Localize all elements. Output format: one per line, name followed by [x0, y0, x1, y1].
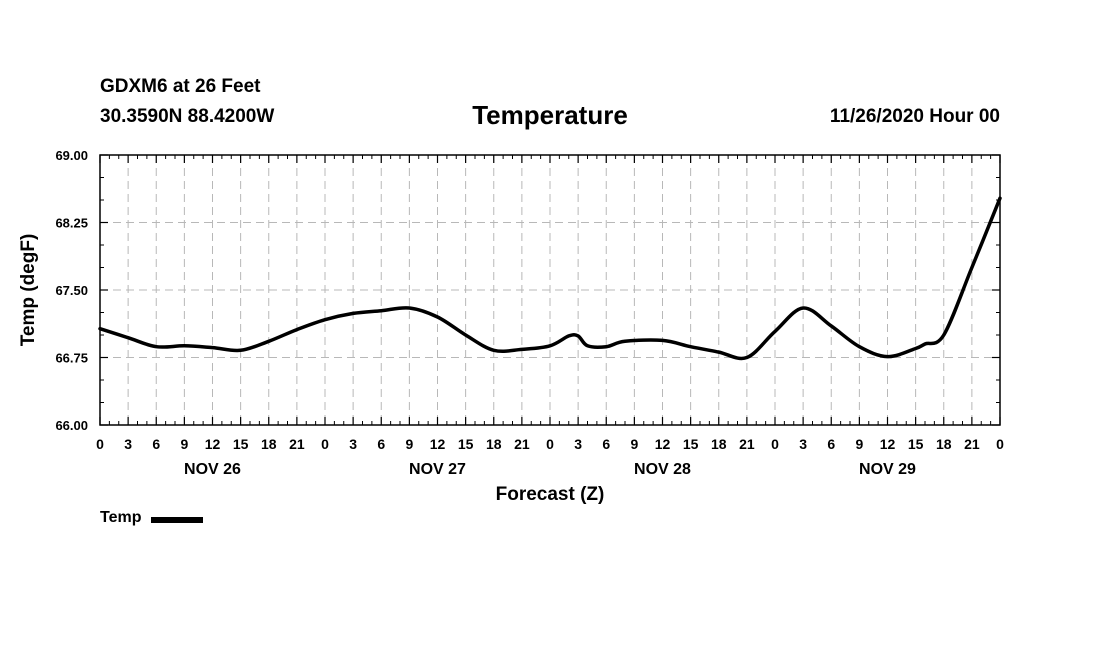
legend-label: Temp	[100, 509, 142, 526]
series-line-temp	[98, 196, 1002, 361]
y-tick-label: 69.00	[55, 148, 88, 163]
x-axis-title: Forecast (Z)	[496, 484, 605, 505]
x-tick-label: 6	[377, 436, 385, 452]
x-tick-label: 3	[574, 436, 582, 452]
grid-lines	[100, 155, 1000, 425]
x-tick-label: 9	[855, 436, 863, 452]
x-tick-label: 15	[908, 436, 924, 452]
y-tick-label: 67.50	[55, 283, 88, 298]
axis-ticks	[99, 154, 1001, 426]
day-label: NOV 27	[409, 461, 466, 478]
x-tick-label: 12	[430, 436, 446, 452]
x-tick-label: 15	[458, 436, 474, 452]
chart-title: Temperature	[472, 100, 628, 130]
x-tick-label: 0	[96, 436, 104, 452]
x-tick-label: 18	[486, 436, 502, 452]
x-tick-label: 9	[180, 436, 188, 452]
x-tick-label: 6	[152, 436, 160, 452]
forecast-run-time: 11/26/2020 Hour 00	[829, 106, 1000, 127]
x-tick-label: 21	[739, 436, 755, 452]
day-label: NOV 28	[634, 461, 691, 478]
x-tick-label: 21	[514, 436, 530, 452]
x-tick-label: 6	[602, 436, 610, 452]
y-tick-label: 68.25	[55, 216, 88, 231]
day-label: NOV 26	[184, 461, 241, 478]
coordinates-label: 30.3590N 88.4200W	[100, 106, 275, 127]
legend: Temp	[100, 509, 204, 527]
day-label: NOV 29	[859, 461, 916, 478]
x-tick-label: 0	[996, 436, 1004, 452]
tick-labels: 0 3 6 9 12 15 18 21 0 3 6 9 12 15 18 21 0 3 6 9 12 15 18 21 0 3 6 9…	[55, 148, 1004, 478]
y-tick-label: 66.00	[55, 418, 88, 433]
x-tick-label: 9	[405, 436, 413, 452]
x-tick-label: 3	[124, 436, 132, 452]
x-tick-label: 3	[349, 436, 357, 452]
x-tick-label: 12	[205, 436, 221, 452]
x-tick-label: 18	[936, 436, 952, 452]
x-tick-label: 9	[630, 436, 638, 452]
station-label: GDXM6 at 26 Feet	[100, 76, 261, 97]
x-tick-label: 3	[799, 436, 807, 452]
legend-swatch	[151, 516, 204, 523]
y-tick-label: 66.75	[55, 351, 88, 366]
x-tick-label: 12	[655, 436, 671, 452]
x-tick-label: 0	[321, 436, 329, 452]
x-tick-label: 15	[233, 436, 249, 452]
x-tick-label: 15	[683, 436, 699, 452]
x-tick-label: 18	[711, 436, 727, 452]
x-tick-label: 0	[771, 436, 779, 452]
y-axis-title: Temp (degF)	[18, 234, 39, 347]
x-tick-label: 21	[964, 436, 980, 452]
x-tick-label: 18	[261, 436, 277, 452]
x-tick-label: 12	[880, 436, 896, 452]
x-tick-label: 21	[289, 436, 305, 452]
x-tick-label: 6	[827, 436, 835, 452]
x-tick-label: 0	[546, 436, 554, 452]
